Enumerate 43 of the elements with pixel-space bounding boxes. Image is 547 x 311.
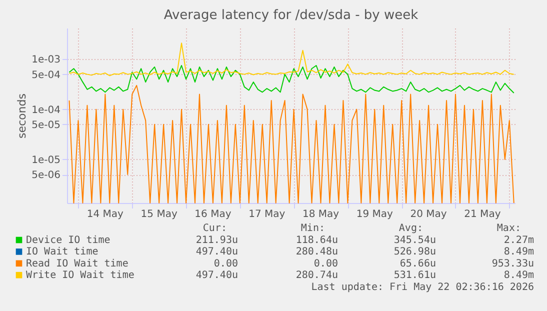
text: Last update: Fri May 22 02:36:16 2026 <box>311 282 534 293</box>
line-series <box>68 64 514 94</box>
legend-label: Write IO Wait time <box>26 270 134 282</box>
text: 65.66u <box>400 258 436 270</box>
x-tick-label: 18 May <box>302 209 340 220</box>
x-tick-label: 14 May <box>86 209 124 220</box>
text: 280.74u <box>296 270 338 282</box>
text: Max: <box>496 223 521 234</box>
legend-label: Read IO Wait time <box>26 258 128 270</box>
text: 953.33u <box>492 258 534 270</box>
text: 280.48u <box>296 246 338 258</box>
text: Min: <box>300 223 325 234</box>
text: 497.40u <box>196 270 238 282</box>
text: 526.98u <box>394 246 436 258</box>
y-tick-label: 1e-05 <box>32 154 60 166</box>
x-tick-label: 17 May <box>248 209 286 220</box>
text: 0.00 <box>314 258 338 270</box>
text: 2.27m <box>504 235 534 246</box>
y-axis-title: seconds <box>16 93 29 138</box>
text: 118.64u <box>296 235 338 246</box>
x-tick-label: 16 May <box>194 209 232 220</box>
y-tick-label: 5e-06 <box>32 170 60 182</box>
text: 497.40u <box>196 246 238 258</box>
text: 345.54u <box>394 235 436 246</box>
text: Cur: <box>202 223 227 234</box>
y-tick-label: 5e-04 <box>32 70 60 81</box>
legend-label: IO Wait time <box>26 246 98 258</box>
y-tick-label: 5e-05 <box>32 120 60 131</box>
x-tick-label: 21 May <box>464 209 501 220</box>
legend-label: Device IO time <box>26 235 110 246</box>
chart-title: Average latency for /dev/sda - by week <box>164 8 419 23</box>
text: Avg: <box>398 223 423 234</box>
y-tick-label: 1e-04 <box>32 104 60 116</box>
line-series <box>68 42 514 76</box>
text: 8.49m <box>504 270 534 282</box>
text: 211.93u <box>196 235 238 246</box>
text: 8.49m <box>504 246 534 258</box>
y-tick-label: 1e-03 <box>32 54 60 66</box>
text: 531.61u <box>394 270 436 282</box>
x-tick-label: 20 May <box>410 209 447 220</box>
x-tick-label: 15 May <box>140 209 178 220</box>
text: 0.00 <box>214 258 238 270</box>
x-tick-label: 19 May <box>356 209 394 220</box>
